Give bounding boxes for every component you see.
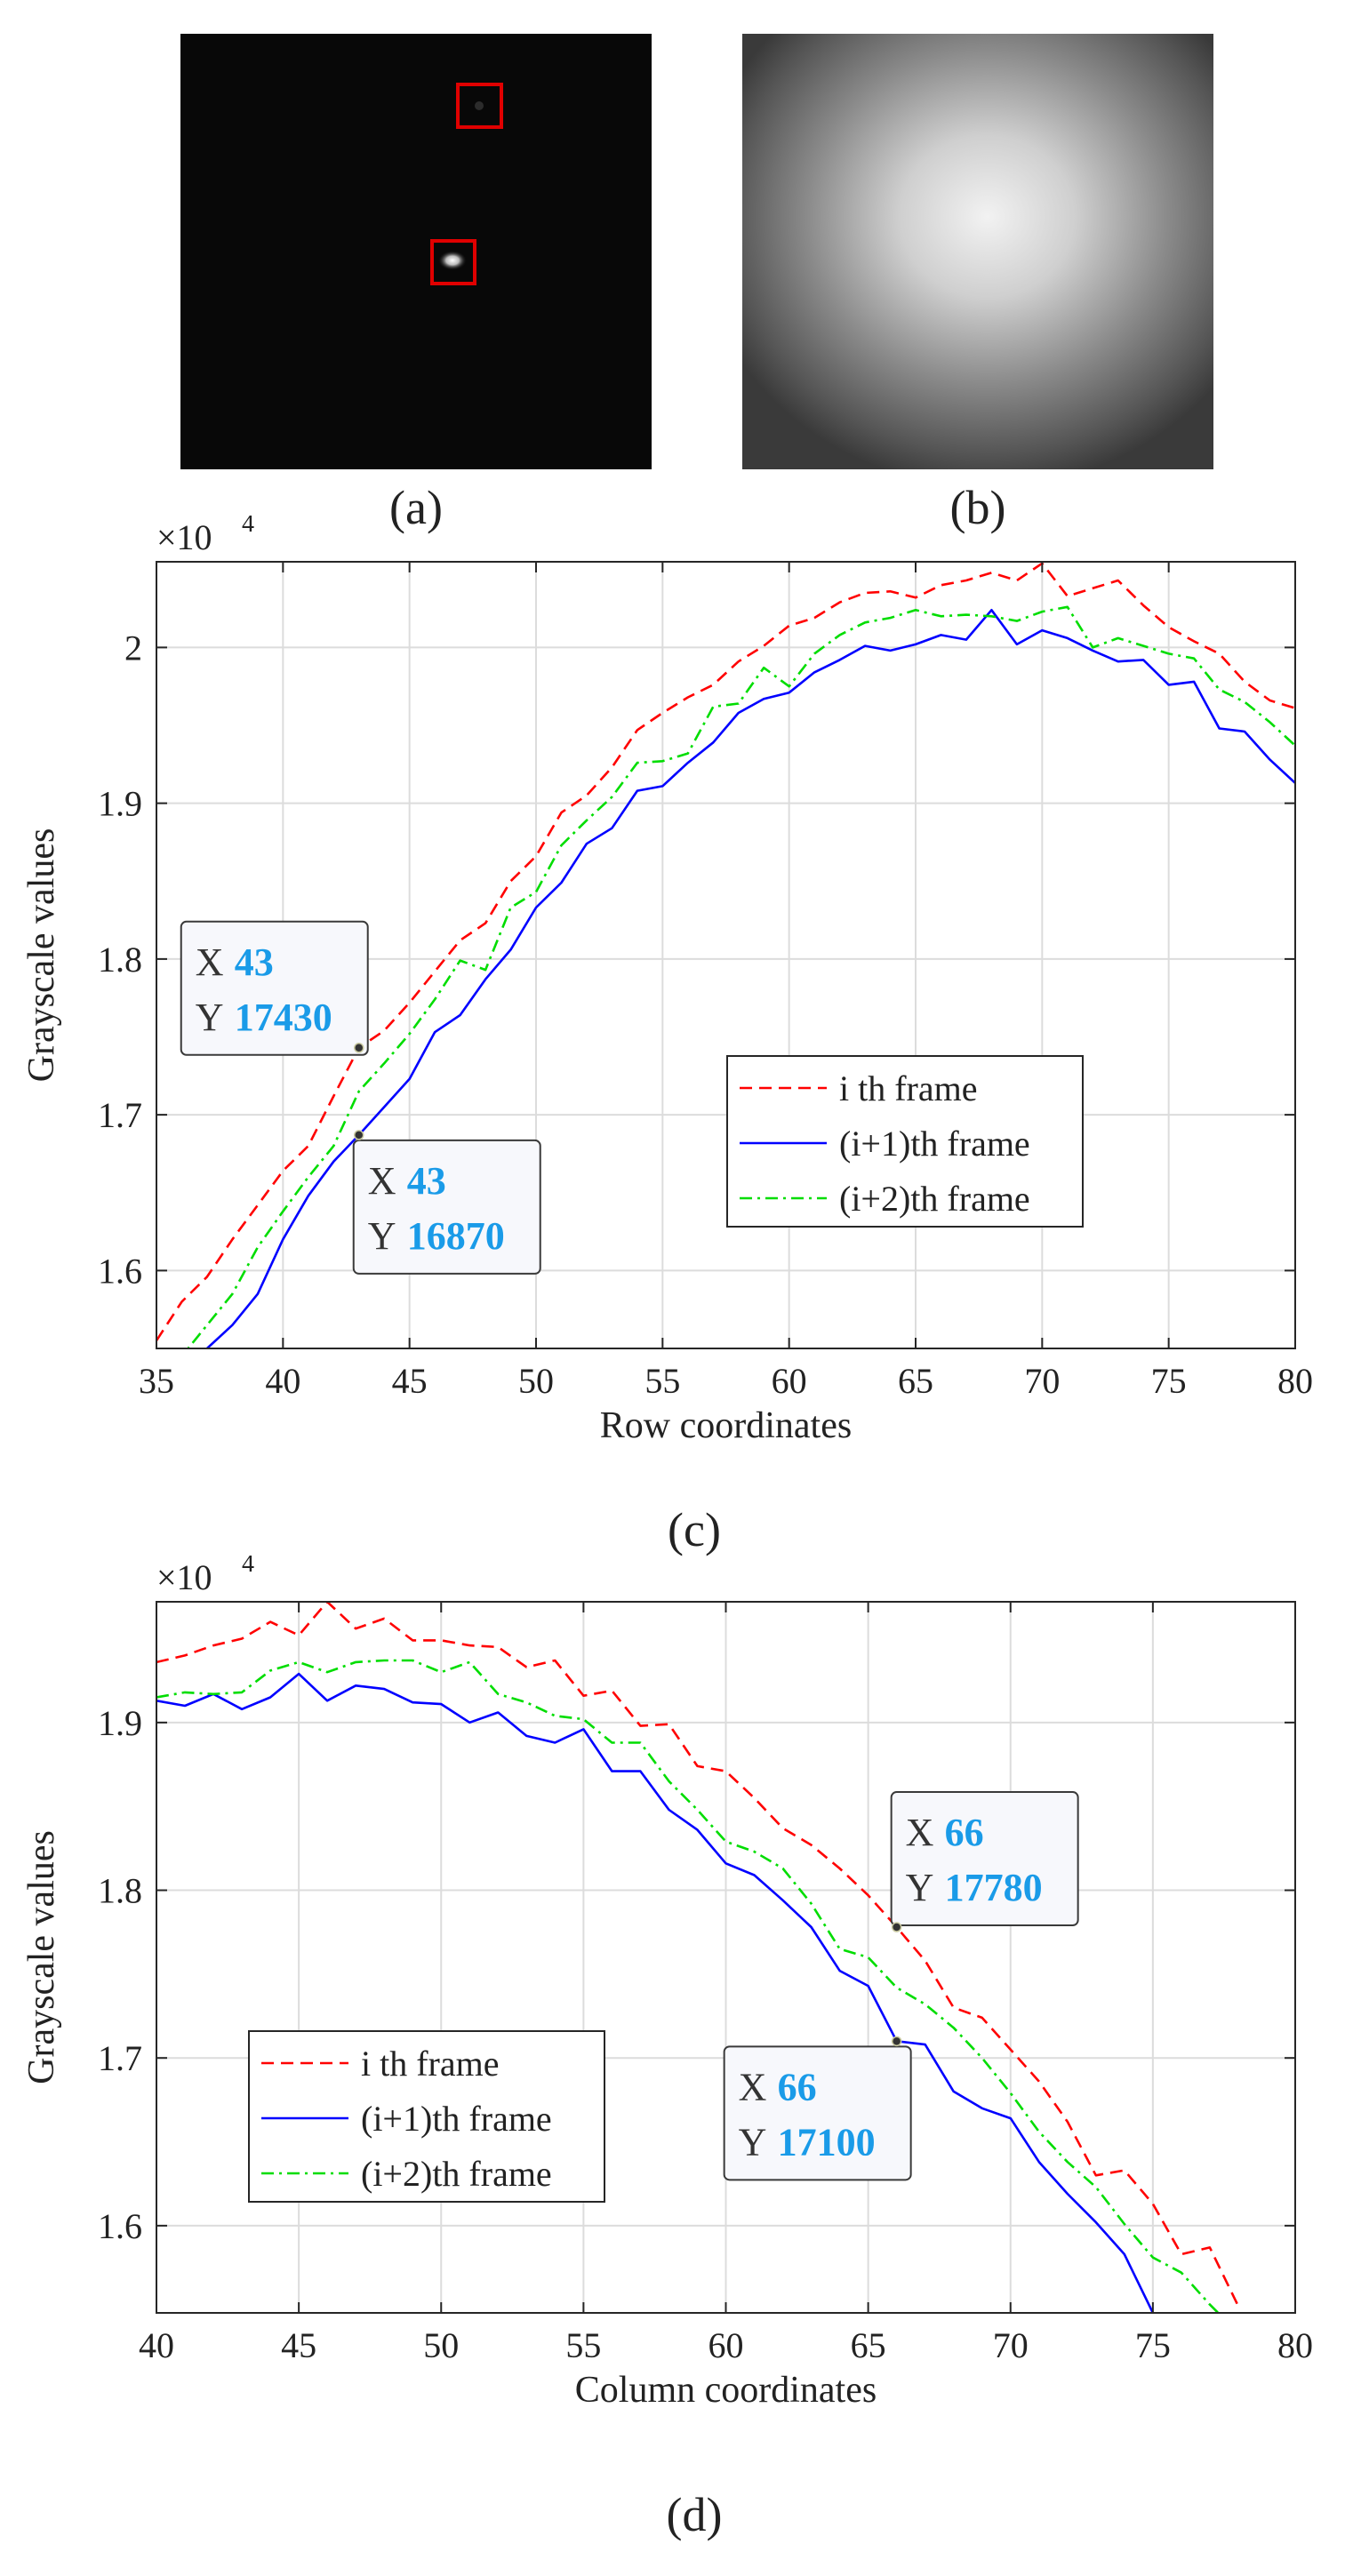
y-tick-label: 1.7 [98,2038,142,2078]
x-tick-label: 70 [1024,1361,1060,1401]
x-tick-label: 50 [518,1361,554,1401]
caption-a: (a) [389,481,443,534]
image-a-box-top [456,83,503,129]
image-a [180,34,652,469]
x-tick-label: 70 [993,2325,1029,2365]
series-line-2 [156,1659,1221,2313]
legend-box [248,2030,605,2203]
chart-d: 40 45 50 55 60 65 70 75 80 1.6 1.7 1.8 1.9 ×10 4 Column… [21,1556,1313,2411]
exponent-power: 4 [242,516,254,538]
datatip-x-value: 66 [945,1811,984,1854]
x-tick-label: 50 [423,2325,459,2365]
datatip-box [890,1791,1079,1927]
image-a-faint-spot [475,101,484,110]
y-axis-label: Grayscale values [21,828,62,1083]
y-tick-label: 1.8 [98,940,142,980]
datatip-x-value: 43 [235,940,274,984]
datatip-x-value: 66 [778,2065,817,2108]
y-axis-label: Grayscale values [21,1830,62,2084]
datatip-y-label: Y [368,1214,396,1258]
x-tick-label: 80 [1277,1361,1313,1401]
x-tick-label: 80 [1277,2325,1313,2365]
image-a-bright-spot [438,251,467,270]
legend-entry: i th frame [839,1068,978,1108]
legend-entry: (i+2)th frame [839,1179,1030,1219]
image-a-box-bottom [430,239,476,285]
caption-d: (d) [666,2488,723,2541]
x-tick-label: 45 [281,2325,316,2365]
image-b-blob [742,34,1213,469]
datatip-y-value: 16870 [407,1214,505,1258]
datatip-marker [353,1043,364,1053]
legend-box [726,1055,1084,1228]
datatip-y-value: 17100 [778,2120,876,2164]
x-tick-label: 40 [265,1361,300,1401]
x-tick-label: 45 [392,1361,428,1401]
legend-entry: (i+1)th frame [839,1124,1030,1164]
datatip-box [723,2045,912,2181]
datatip-box [352,1139,541,1275]
caption-b: (b) [949,481,1006,534]
caption-c: (c) [668,1503,721,1556]
datatip-x-label: X [368,1159,396,1203]
datatip-y-label: Y [906,1866,934,1909]
datatip-x-label: X [739,2065,767,2108]
series-line-2 [186,605,1295,1348]
legend-entry: (i+2)th frame [361,2154,552,2194]
x-axis-label: Row coordinates [600,1405,852,1446]
image-a-background [180,34,652,469]
x-tick-label: 35 [139,1361,174,1401]
datatip-marker [891,1922,902,1932]
y-tick-label: 1.9 [98,784,142,824]
x-tick-label: 55 [644,1361,680,1401]
x-tick-label: 75 [1135,2325,1171,2365]
x-tick-label: 65 [851,2325,886,2365]
x-tick-label: 40 [139,2325,174,2365]
datatip-x-label: X [906,1811,934,1854]
datatip-x-label: X [196,940,224,984]
exponent-label: ×10 [156,1557,212,1597]
datatip-marker [353,1130,364,1140]
y-tick-label: 1.8 [98,1871,142,1911]
x-tick-label: 55 [565,2325,601,2365]
datatip-x-value: 43 [407,1159,446,1203]
y-tick-label: 2 [124,628,142,668]
series-line-1 [205,609,1295,1348]
series-line-1 [156,1672,1155,2313]
datatip-y-label: Y [196,996,224,1039]
legend-entry: (i+1)th frame [361,2099,552,2139]
x-tick-label: 65 [898,1361,933,1401]
datatip-box [180,920,369,1056]
datatip-y-label: Y [739,2120,767,2164]
y-tick-label: 1.9 [98,1703,142,1743]
datatip-y-value: 17780 [945,1866,1043,1909]
series-line-0 [156,1602,1240,2308]
series-line-0 [156,562,1295,1341]
exponent-label: ×10 [156,517,212,557]
exponent-power: 4 [242,1556,254,1578]
x-tick-label: 60 [772,1361,807,1401]
x-tick-label: 75 [1151,1361,1187,1401]
datatip-y-value: 17430 [235,996,332,1039]
y-tick-label: 1.6 [98,2206,142,2246]
x-tick-label: 60 [709,2325,744,2365]
plot-frame [156,561,1296,1349]
chart-c: 35 40 45 50 55 60 65 70 75 80 1.6 1.7 1.8 1.9 2 ×10 4 Row… [21,516,1313,1446]
datatip-marker [891,2036,902,2047]
y-tick-label: 1.6 [98,1251,142,1291]
image-b [742,34,1213,469]
y-tick-label: 1.7 [98,1095,142,1135]
x-axis-label: Column coordinates [575,2370,877,2411]
legend-entry: i th frame [361,2044,500,2084]
